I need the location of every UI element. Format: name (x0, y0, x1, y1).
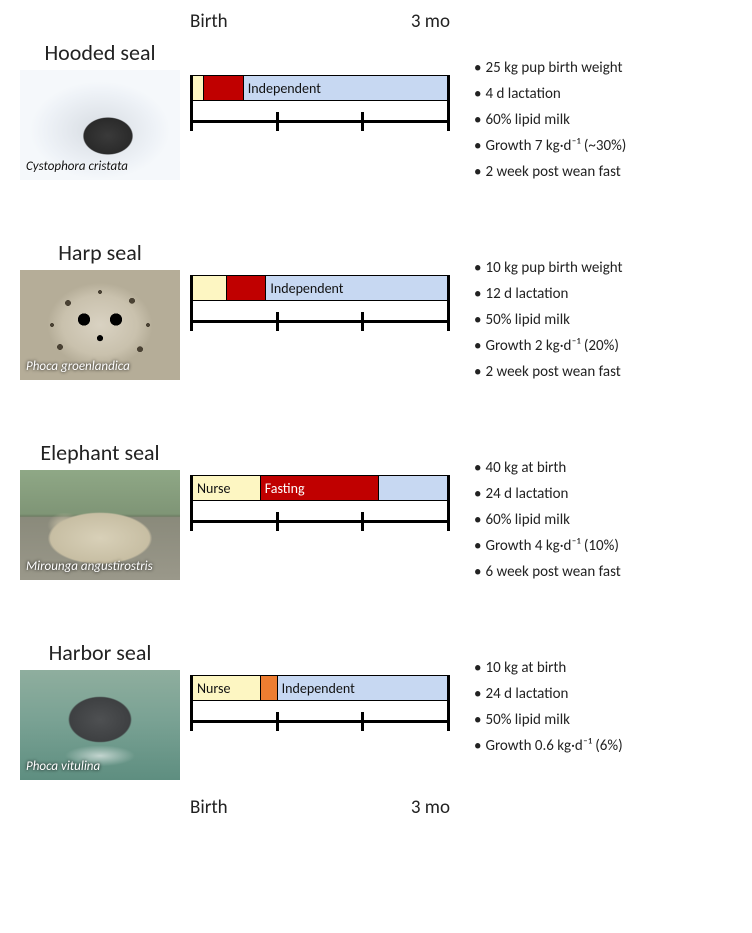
facts-list: 10 kg at birth 24 d lactation 50% lipid mi… (474, 659, 742, 755)
axis-end-label: 3 mo (411, 796, 450, 819)
species-common-name: Harbor seal (49, 639, 152, 666)
timeline-segment-fasting (204, 76, 244, 100)
timeline-segment-nurse (193, 276, 227, 300)
timeline-bar: NurseFasting (193, 475, 447, 501)
fact-item: Growth 4 kg·d⁻¹ (10%) (474, 537, 742, 555)
species-row: Harbor seal Phoca vitulina Nurse Independen… (10, 639, 742, 780)
timeline-segment-independent: Independent (278, 676, 447, 700)
figure: Birth 3 mo Hooded seal Cystophora cristat… (10, 10, 742, 819)
timeline-axis (193, 520, 447, 523)
species-scientific-name: Phoca groenlandica (26, 359, 130, 374)
species-photo: Phoca vitulina (20, 670, 180, 780)
timeline-wrap: Independent (190, 275, 450, 331)
fact-item: 24 d lactation (474, 685, 742, 703)
timeline-bar: Independent (193, 75, 447, 101)
fact-item: 2 week post wean fast (474, 363, 742, 381)
species-scientific-name: Phoca vitulina (26, 759, 100, 774)
timeline: Independent (190, 39, 450, 131)
fact-item: 60% lipid milk (474, 111, 742, 129)
timeline-segment-nurse: Nurse (193, 676, 261, 700)
timeline-wrap: Nurse Independent (190, 675, 450, 731)
timeline-tick (361, 112, 364, 131)
species-facts: 25 kg pup birth weight 4 d lactation 60% l… (450, 39, 742, 189)
timeline-segment-independent (379, 476, 447, 500)
species-left: Harbor seal Phoca vitulina (10, 639, 190, 780)
timeline: Nurse Independent (190, 639, 450, 731)
fact-item: 2 week post wean fast (474, 163, 742, 181)
species-facts: 10 kg at birth 24 d lactation 50% lipid mi… (450, 639, 742, 763)
axis-start-label: Birth (190, 10, 228, 33)
timeline: NurseFasting (190, 439, 450, 531)
timeline: Independent (190, 239, 450, 331)
timeline-segment-nurse: Nurse (193, 476, 261, 500)
species-common-name: Hooded seal (44, 39, 155, 66)
fact-item: 10 kg at birth (474, 659, 742, 677)
species-rows: Hooded seal Cystophora cristata Independen… (10, 39, 742, 780)
timeline-axis (193, 720, 447, 723)
species-left: Elephant seal Mirounga angustirostris (10, 439, 190, 580)
timeline-segment-nurse (193, 76, 204, 100)
timeline-tick (276, 512, 279, 531)
fact-item: 25 kg pup birth weight (474, 59, 742, 77)
species-photo: Cystophora cristata (20, 70, 180, 180)
timeline-segment-fasting (261, 676, 278, 700)
species-facts: 10 kg pup birth weight 12 d lactation 50% … (450, 239, 742, 389)
fact-item: 6 week post wean fast (474, 563, 742, 581)
facts-list: 10 kg pup birth weight 12 d lactation 50% … (474, 259, 742, 381)
fact-item: 4 d lactation (474, 85, 742, 103)
species-photo: Mirounga angustirostris (20, 470, 180, 580)
species-row: Hooded seal Cystophora cristata Independen… (10, 39, 742, 189)
fact-item: Growth 0.6 kg·d⁻¹ (6%) (474, 737, 742, 755)
fact-item: Growth 7 kg·d⁻¹ (~30%) (474, 137, 742, 155)
timeline-tick (361, 312, 364, 331)
fact-item: Growth 2 kg·d⁻¹ (20%) (474, 337, 742, 355)
timeline-tick (361, 712, 364, 731)
facts-list: 25 kg pup birth weight 4 d lactation 60% l… (474, 59, 742, 181)
fact-item: 50% lipid milk (474, 311, 742, 329)
timeline-segment-fasting: Fasting (261, 476, 380, 500)
fact-item: 50% lipid milk (474, 711, 742, 729)
axis-footer: Birth 3 mo (190, 790, 450, 819)
timeline-tick (276, 712, 279, 731)
species-left: Harp seal Phoca groenlandica (10, 239, 190, 380)
species-common-name: Elephant seal (40, 439, 159, 466)
species-row: Elephant seal Mirounga angustirostris Nurs… (10, 439, 742, 589)
fact-item: 10 kg pup birth weight (474, 259, 742, 277)
timeline-wrap: NurseFasting (190, 475, 450, 531)
timeline-segment-fasting (227, 276, 267, 300)
species-left: Hooded seal Cystophora cristata (10, 39, 190, 180)
species-row: Harp seal Phoca groenlandica Independent 10… (10, 239, 742, 389)
species-scientific-name: Cystophora cristata (26, 159, 128, 174)
fact-item: 60% lipid milk (474, 511, 742, 529)
species-facts: 40 kg at birth 24 d lactation 60% lipid mi… (450, 439, 742, 589)
timeline-tick (276, 112, 279, 131)
timeline-axis (193, 120, 447, 123)
axis-header: Birth 3 mo (190, 10, 450, 39)
species-scientific-name: Mirounga angustirostris (26, 559, 153, 574)
timeline-bar: Nurse Independent (193, 675, 447, 701)
species-common-name: Harp seal (58, 239, 142, 266)
timeline-axis (193, 320, 447, 323)
species-photo: Phoca groenlandica (20, 270, 180, 380)
fact-item: 12 d lactation (474, 285, 742, 303)
timeline-wrap: Independent (190, 75, 450, 131)
fact-item: 24 d lactation (474, 485, 742, 503)
timeline-tick (276, 312, 279, 331)
timeline-segment-independent: Independent (244, 76, 447, 100)
timeline-tick (361, 512, 364, 531)
axis-start-label: Birth (190, 796, 228, 819)
axis-end-label: 3 mo (411, 10, 450, 33)
fact-item: 40 kg at birth (474, 459, 742, 477)
timeline-bar: Independent (193, 275, 447, 301)
timeline-segment-independent: Independent (266, 276, 447, 300)
facts-list: 40 kg at birth 24 d lactation 60% lipid mi… (474, 459, 742, 581)
